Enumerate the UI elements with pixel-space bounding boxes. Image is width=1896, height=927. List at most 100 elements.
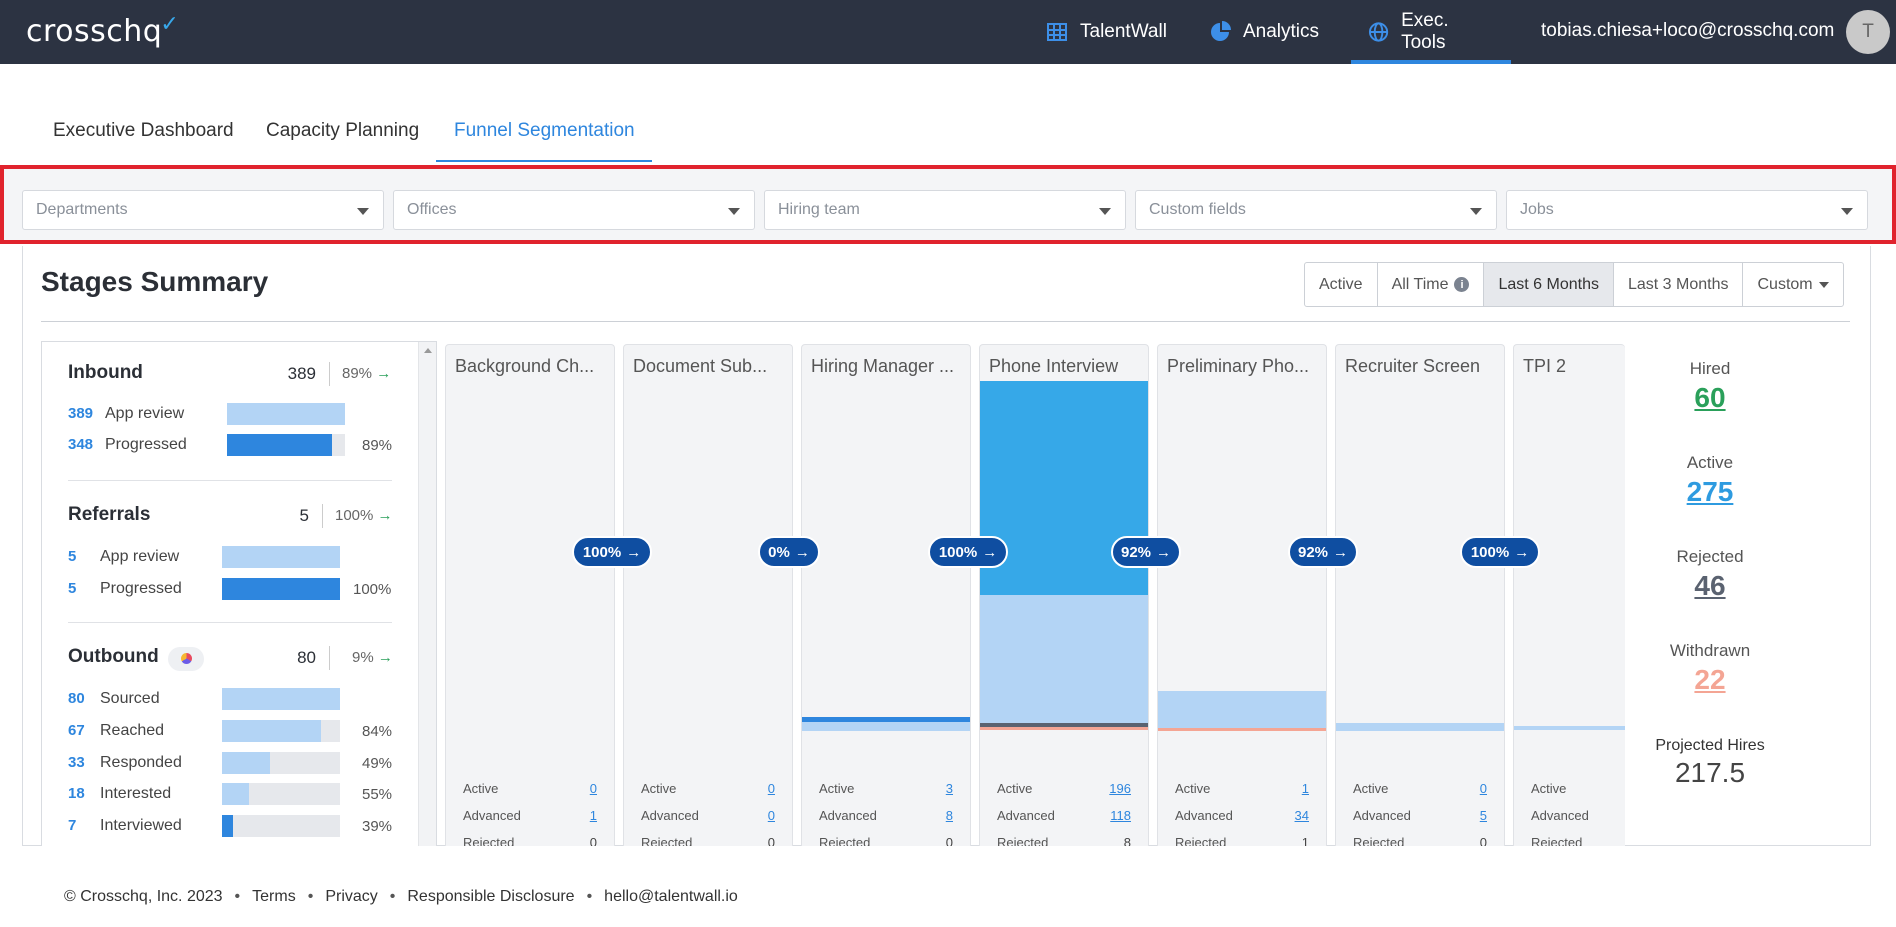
referrals-pct: 100%: [335, 507, 374, 524]
row-pct: 49%: [362, 755, 393, 772]
hired-value[interactable]: 60: [1694, 382, 1726, 413]
stat-value-rejected[interactable]: 0: [1479, 835, 1487, 846]
range-active[interactable]: Active: [1305, 263, 1378, 306]
row-count[interactable]: 7: [68, 817, 77, 834]
divider: [68, 622, 392, 623]
source-panel: Inbound 389 89% → 389 App review 348 Pro…: [41, 341, 437, 846]
jobs-dropdown[interactable]: Jobs: [1506, 190, 1868, 230]
nav-exec-tools[interactable]: Exec. Tools: [1351, 0, 1511, 64]
scroll-up-icon[interactable]: [424, 348, 432, 353]
scrollbar[interactable]: [418, 342, 436, 846]
stage-column[interactable]: Preliminary Pho... Active 1 Advanced 34 …: [1157, 344, 1327, 846]
stage-column[interactable]: Phone Interview Active 196 Advanced 118 …: [979, 344, 1149, 846]
hiring-team-dropdown[interactable]: Hiring team: [764, 190, 1126, 230]
departments-placeholder: Departments: [36, 201, 128, 218]
inbound-conversion: 89% →: [342, 365, 391, 382]
nav-exec-tools-label: Exec. Tools: [1401, 10, 1449, 53]
bar-fill: [222, 815, 233, 837]
jobs-placeholder: Jobs: [1520, 201, 1554, 218]
stat-value-rejected[interactable]: 0: [945, 835, 953, 846]
stat-label: Advanced: [1353, 808, 1411, 823]
inbound-title: Inbound: [68, 362, 143, 383]
stat-value-rejected[interactable]: 0: [767, 835, 775, 846]
row-count[interactable]: 5: [68, 580, 77, 597]
stat-value-advanced[interactable]: 0: [767, 808, 775, 823]
divider: [329, 362, 330, 386]
stage-name: Background Ch...: [455, 356, 595, 376]
stat-value-rejected[interactable]: 1: [1301, 835, 1309, 846]
rejected-bar: [980, 723, 1148, 727]
row-count[interactable]: 67: [68, 722, 85, 739]
outbound-pct: 9%: [352, 649, 374, 666]
row-count[interactable]: 389: [68, 405, 94, 422]
stat-value-active[interactable]: 1: [1301, 781, 1309, 796]
row-count[interactable]: 18: [68, 785, 85, 802]
custom-fields-dropdown[interactable]: Custom fields: [1135, 190, 1497, 230]
info-icon[interactable]: i: [1454, 277, 1470, 292]
stat-value-rejected[interactable]: 8: [1123, 835, 1131, 846]
card-title: Stages Summary: [41, 266, 269, 297]
custom-fields-placeholder: Custom fields: [1149, 201, 1246, 218]
stat-value-advanced[interactable]: 118: [1110, 808, 1131, 823]
conversion-pill: 100% →: [928, 536, 1008, 568]
avatar[interactable]: T: [1846, 10, 1890, 54]
footer-privacy-link[interactable]: Privacy: [325, 888, 378, 905]
advanced-bar: [802, 722, 970, 731]
stat-value-advanced[interactable]: 1: [589, 808, 597, 823]
stage-column[interactable]: TPI 2 Active Advanced Rejected: [1513, 344, 1625, 846]
stat-label: Rejected: [819, 835, 871, 846]
range-last-6-months[interactable]: Last 6 Months: [1484, 263, 1614, 306]
advanced-bar: [1514, 726, 1625, 730]
range-all-time[interactable]: All Time i: [1378, 263, 1485, 306]
arrow-right-icon: →: [1514, 543, 1530, 561]
rejected-value[interactable]: 46: [1694, 570, 1726, 601]
row-pct: 55%: [362, 786, 393, 803]
offices-dropdown[interactable]: Offices: [393, 190, 755, 230]
tab-capacity-planning[interactable]: Capacity Planning: [266, 120, 420, 141]
stat-value-active[interactable]: 0: [589, 781, 597, 796]
withdrawn-value[interactable]: 22: [1694, 664, 1726, 695]
range-last-3-months[interactable]: Last 3 Months: [1614, 263, 1744, 306]
footer-disclosure-link[interactable]: Responsible Disclosure: [407, 888, 575, 905]
row-label: App review: [105, 405, 185, 422]
stat-value-advanced[interactable]: 34: [1294, 808, 1309, 823]
stage-column[interactable]: Background Ch... Active 0 Advanced 1 Rej…: [445, 344, 615, 846]
footer-terms-link[interactable]: Terms: [252, 888, 296, 905]
stat-label: Rejected: [1175, 835, 1227, 846]
stage-column[interactable]: Hiring Manager ... Active 3 Advanced 8 R…: [801, 344, 971, 846]
progress-bar: [222, 720, 340, 742]
row-count[interactable]: 80: [68, 690, 85, 707]
range-custom[interactable]: Custom: [1743, 263, 1842, 306]
arrow-right-icon: →: [982, 543, 998, 561]
stat-value-active[interactable]: 0: [1479, 781, 1487, 796]
footer-email-link[interactable]: hello@talentwall.io: [604, 888, 738, 905]
nav-talentwall[interactable]: TalentWall: [1046, 0, 1167, 64]
tab-funnel-segmentation[interactable]: Funnel Segmentation: [454, 120, 635, 141]
conversion-pill: 100% →: [1460, 536, 1540, 568]
filter-bar: Departments Offices Hiring team Custom f…: [0, 165, 1896, 244]
stat-value-active[interactable]: 196: [1109, 781, 1131, 796]
nav-analytics-label: Analytics: [1243, 21, 1320, 42]
stat-label: Active: [1531, 781, 1567, 796]
stat-value-active[interactable]: 0: [767, 781, 775, 796]
conversion-pill: 92% →: [1288, 536, 1358, 568]
stat-value-advanced[interactable]: 8: [945, 808, 953, 823]
nav-analytics[interactable]: Analytics: [1209, 0, 1319, 64]
brand-logo[interactable]: crosschq✓: [26, 12, 181, 49]
row-count[interactable]: 33: [68, 754, 85, 771]
caret-down-icon: [357, 208, 369, 215]
stat-value-rejected[interactable]: 0: [589, 835, 597, 846]
tab-executive-dashboard[interactable]: Executive Dashboard: [53, 120, 234, 141]
user-email[interactable]: tobias.chiesa+loco@crosschq.com: [1541, 20, 1835, 41]
stat-value-active[interactable]: 3: [945, 781, 953, 796]
row-count[interactable]: 5: [68, 548, 77, 565]
stage-column[interactable]: Recruiter Screen Active 0 Advanced 5 Rej…: [1335, 344, 1505, 846]
footer-copyright: © Crosschq, Inc. 2023: [64, 888, 223, 905]
departments-dropdown[interactable]: Departments: [22, 190, 384, 230]
row-label: Interested: [100, 785, 172, 802]
row-count[interactable]: 348: [68, 436, 94, 453]
active-value[interactable]: 275: [1686, 476, 1734, 507]
stat-value-advanced[interactable]: 5: [1479, 808, 1487, 823]
stage-name: Preliminary Pho...: [1167, 356, 1310, 376]
stage-column[interactable]: Document Sub... Active 0 Advanced 0 Reje…: [623, 344, 793, 846]
